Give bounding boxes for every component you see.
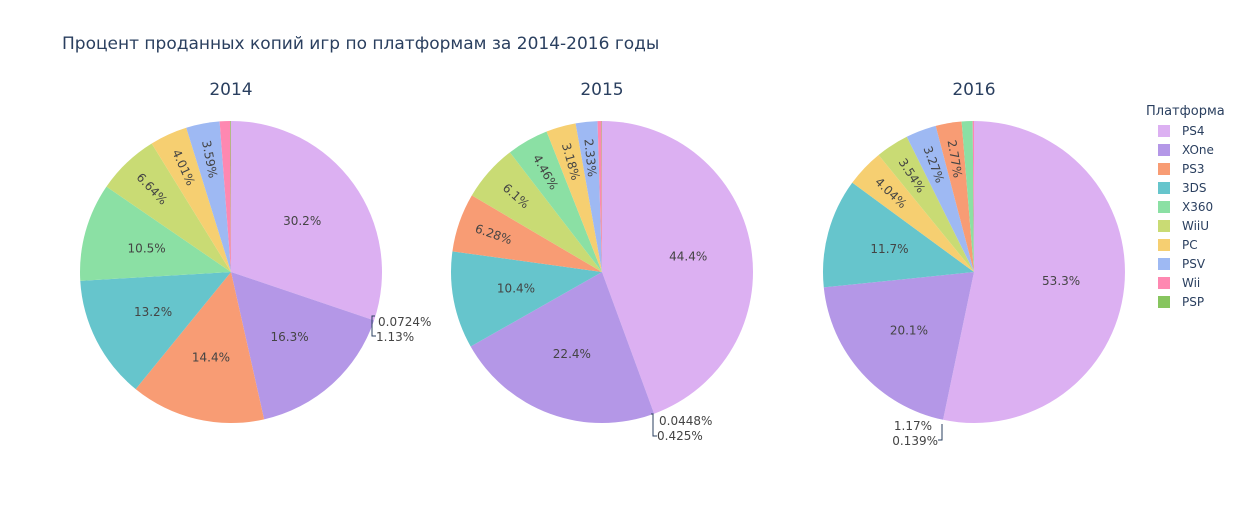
legend-label: 3DS <box>1182 180 1207 195</box>
slice-label: 14.4% <box>192 350 230 364</box>
legend-item-pc[interactable]: PC <box>1146 235 1242 254</box>
legend-item-3ds[interactable]: 3DS <box>1146 178 1242 197</box>
legend-swatch <box>1158 238 1170 251</box>
slice-label: 13.2% <box>134 305 172 319</box>
legend-item-psp[interactable]: PSP <box>1146 292 1242 311</box>
pie-title: 2015 <box>580 80 623 100</box>
pie-slice-wiiu[interactable] <box>471 152 602 272</box>
legend-swatch <box>1158 124 1170 137</box>
slice-label: 0.0724% <box>378 315 431 329</box>
pie-2015: 201544.4%22.4%10.4%6.28%6.1%4.46%3.18%2.… <box>450 80 754 443</box>
slice-label: 10.4% <box>497 281 535 295</box>
pie-slice-xone[interactable] <box>470 272 655 424</box>
slice-label: 3.59% <box>199 139 220 179</box>
pie-slice-psp[interactable] <box>230 120 231 272</box>
legend-swatch <box>1158 200 1170 213</box>
legend: Платформа PS4 XOne PS3 3DS X360 WiiU PC PSV Wii P… <box>1146 104 1242 311</box>
slice-label: 30.2% <box>283 214 321 228</box>
slice-label: 0.139% <box>892 434 938 448</box>
pie-slice-3ds[interactable] <box>822 182 974 288</box>
pie-slice-x360[interactable] <box>961 121 974 272</box>
legend-swatch <box>1158 257 1170 270</box>
pie-slice-x360[interactable] <box>80 186 231 281</box>
legend-swatch <box>1158 219 1170 232</box>
pie-slice-pc[interactable] <box>546 123 602 272</box>
slice-label: 44.4% <box>669 250 707 264</box>
pie-slice-pc[interactable] <box>852 154 974 272</box>
slice-label: 20.1% <box>890 324 928 338</box>
legend-title: Платформа <box>1146 104 1225 119</box>
legend-item-x360[interactable]: X360 <box>1146 197 1242 216</box>
pie-slice-pc[interactable] <box>151 127 231 272</box>
pie-slice-xone[interactable] <box>823 272 974 420</box>
pie-slice-3ds[interactable] <box>80 272 231 390</box>
chart-title: Процент проданных копий игр по платформа… <box>62 34 660 54</box>
legend-label: PSP <box>1182 294 1205 309</box>
legend-label: XOne <box>1182 142 1214 157</box>
legend-label: PS4 <box>1182 123 1205 138</box>
slice-label: 1.17% <box>894 419 932 433</box>
pie-slice-3ds[interactable] <box>450 251 602 347</box>
pie-slice-wiiu[interactable] <box>106 143 231 272</box>
legend-swatch <box>1158 181 1170 194</box>
slice-label: 2.33% <box>581 138 599 177</box>
label-leader-line <box>371 315 376 337</box>
slice-label: 1.13% <box>376 330 414 344</box>
legend-label: Wii <box>1182 275 1201 290</box>
legend-item-ps4[interactable]: PS4 <box>1146 121 1242 140</box>
pie-slice-wiiu[interactable] <box>878 136 974 272</box>
pie-2016: 201653.3%20.1%11.7%4.04%3.54%3.27%2.77%1… <box>822 80 1125 448</box>
legend-label: WiiU <box>1182 218 1210 233</box>
pie-title: 2014 <box>209 80 252 100</box>
pie-slice-x360[interactable] <box>509 131 602 272</box>
legend-label: PC <box>1182 237 1198 252</box>
pie-slice-psv[interactable] <box>906 125 974 273</box>
slice-label: 2.77% <box>945 139 965 179</box>
legend-swatch <box>1158 276 1170 289</box>
pie-slice-wii[interactable] <box>219 121 231 272</box>
legend-label: X360 <box>1182 199 1214 214</box>
legend-item-wiiu[interactable]: WiiU <box>1146 216 1242 235</box>
legend-swatch <box>1158 143 1170 156</box>
slice-label: 0.425% <box>657 429 703 443</box>
pie-slice-ps4[interactable] <box>231 121 383 321</box>
pie-slice-wii[interactable] <box>972 121 974 272</box>
slice-label: 10.5% <box>128 242 166 256</box>
pie-title: 2016 <box>952 80 995 100</box>
legend-swatch <box>1158 162 1170 175</box>
pie-slice-psv[interactable] <box>575 121 602 272</box>
slice-label: 0.0448% <box>659 414 712 428</box>
legend-label: PSV <box>1182 256 1206 271</box>
legend-item-psv[interactable]: PSV <box>1146 254 1242 273</box>
label-leader-line <box>651 413 657 437</box>
legend-item-ps3[interactable]: PS3 <box>1146 159 1242 178</box>
legend-item-xone[interactable]: XOne <box>1146 140 1242 159</box>
pie-slice-psv[interactable] <box>186 121 231 273</box>
label-leader-line <box>938 424 943 441</box>
pie-slice-ps3[interactable] <box>452 195 602 272</box>
pie-slice-ps4[interactable] <box>943 121 1125 423</box>
slice-label: 53.3% <box>1042 274 1080 288</box>
slice-label: 22.4% <box>553 347 591 361</box>
pie-slice-wii[interactable] <box>597 121 602 272</box>
legend-item-wii[interactable]: Wii <box>1146 273 1242 292</box>
legend-items: PS4 XOne PS3 3DS X360 WiiU PC PSV Wii PSP <box>1146 121 1242 311</box>
pie-slice-ps4[interactable] <box>602 121 754 414</box>
pie-slice-ps3[interactable] <box>135 272 265 423</box>
pie-slice-ps3[interactable] <box>935 121 974 272</box>
slice-label: 11.7% <box>870 242 908 256</box>
slice-label: 16.3% <box>271 330 309 344</box>
legend-label: PS3 <box>1182 161 1205 176</box>
pie-slice-xone[interactable] <box>231 272 375 420</box>
legend-swatch <box>1158 295 1170 308</box>
